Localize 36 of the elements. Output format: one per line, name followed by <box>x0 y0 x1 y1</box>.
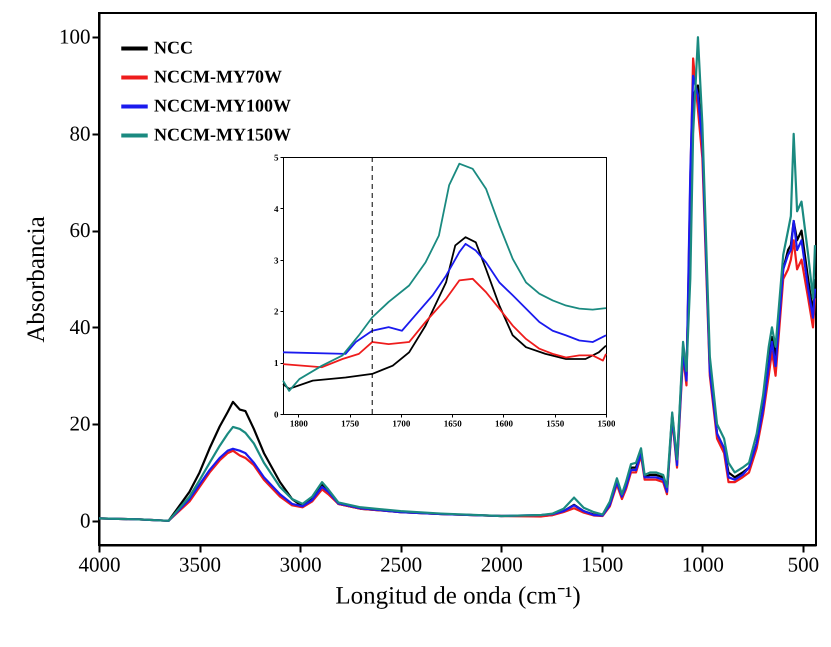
x-tick-label: 1700 <box>392 418 411 428</box>
x-tick-label: 1600 <box>494 418 514 428</box>
y-tick-label: 0 <box>80 508 90 532</box>
x-tick-label: 2000 <box>480 552 523 576</box>
x-tick-label: 1750 <box>341 418 360 428</box>
y-tick-label: 60 <box>70 218 90 242</box>
x-tick-label: 4000 <box>78 552 120 576</box>
y-tick-label: 3 <box>274 255 279 266</box>
y-tick-label: 80 <box>70 121 90 146</box>
y-axis-title: Absorbancia <box>23 216 50 343</box>
x-tick-label: 1800 <box>290 418 308 428</box>
y-tick-label: 2 <box>274 306 279 317</box>
line-series <box>282 242 607 355</box>
x-tick-label: 3500 <box>179 552 222 576</box>
legend-label: NCCM-MY150W <box>154 124 291 144</box>
x-tick-label: 500 <box>788 552 820 576</box>
legend-label: NCCM-MY100W <box>154 96 291 116</box>
y-tick-label: 100 <box>59 24 90 49</box>
legend-label: NCC <box>154 38 193 58</box>
y-tick-label: 0 <box>274 410 279 420</box>
x-tick-label: 3000 <box>280 552 322 576</box>
x-tick-label: 1000 <box>682 552 724 576</box>
line-series <box>282 278 607 368</box>
x-tick-label: 2500 <box>380 552 422 576</box>
y-tick-label: 5 <box>274 152 279 162</box>
y-tick-label: 20 <box>70 412 90 436</box>
y-tick-label: 1 <box>274 358 279 368</box>
y-tick-label: 4 <box>274 204 279 214</box>
x-tick-label: 1650 <box>444 418 462 428</box>
legend-label: NCCM-MY70W <box>154 66 282 86</box>
x-tick-label: 1500 <box>598 418 616 428</box>
y-tick-label: 40 <box>70 314 90 339</box>
x-axis-title: Longitud de onda (cm⁻¹) <box>335 582 581 610</box>
x-tick-label: 1500 <box>581 552 624 576</box>
line-series <box>282 162 607 392</box>
x-tick-label: 1550 <box>546 418 565 428</box>
